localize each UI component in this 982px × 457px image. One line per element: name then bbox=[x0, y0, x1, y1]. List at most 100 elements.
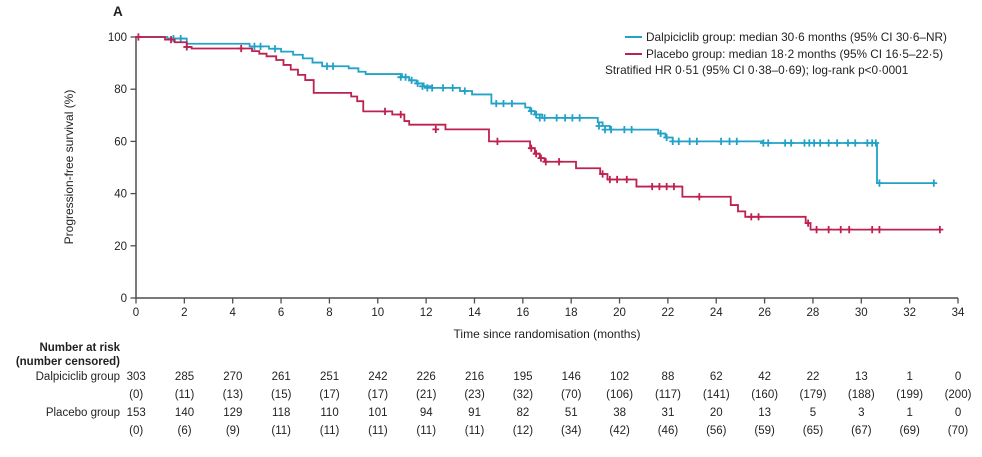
risk-censored: (200) bbox=[944, 389, 972, 401]
x-tick-label: 18 bbox=[565, 307, 578, 319]
legend-item-label: Placebo group: median 18·2 months (95% C… bbox=[646, 46, 944, 61]
risk-count: 102 bbox=[610, 371, 630, 383]
x-axis-title: Time since randomisation (months) bbox=[453, 327, 641, 341]
y-tick-label: 100 bbox=[108, 32, 127, 44]
risk-count: 153 bbox=[126, 407, 146, 419]
risk-count: 251 bbox=[319, 371, 340, 383]
risk-count: 0 bbox=[954, 371, 962, 383]
risk-censored: (160) bbox=[751, 389, 779, 401]
x-tick-label: 0 bbox=[133, 307, 139, 319]
risk-count: 38 bbox=[613, 407, 626, 419]
risk-censored: (67) bbox=[851, 425, 872, 437]
risk-count: 91 bbox=[468, 407, 481, 419]
risk-censored: (17) bbox=[367, 389, 389, 401]
risk-count: 226 bbox=[416, 371, 436, 383]
x-tick-label: 20 bbox=[613, 307, 626, 319]
risk-censored: (17) bbox=[319, 389, 340, 401]
x-tick-label: 12 bbox=[420, 307, 433, 319]
survival-curve-placebo-group bbox=[136, 36, 940, 231]
risk-count: 110 bbox=[320, 407, 339, 419]
risk-count: 140 bbox=[174, 407, 195, 419]
risk-censored: (32) bbox=[512, 389, 534, 401]
legend-item: Placebo group: median 18·2 months (95% C… bbox=[605, 45, 947, 62]
risk-count: 270 bbox=[223, 371, 243, 383]
risk-censored: (0) bbox=[129, 389, 144, 401]
risk-row-censored: (0) (11) (13) (15) (17) (17) (21) (23) (32) (70) (… bbox=[112, 389, 982, 401]
risk-count: 261 bbox=[271, 371, 291, 383]
risk-count: 242 bbox=[368, 371, 388, 383]
risk-censored: (11) bbox=[271, 425, 291, 437]
x-tick-label: 6 bbox=[278, 307, 284, 319]
risk-count: 0 bbox=[954, 407, 962, 419]
risk-count: 146 bbox=[561, 371, 581, 383]
legend: Dalpiciclib group: median 30·6 months (9… bbox=[605, 28, 947, 79]
risk-count: 88 bbox=[661, 371, 675, 383]
risk-count: 1 bbox=[906, 371, 913, 383]
y-tick-label: 40 bbox=[114, 189, 127, 201]
x-tick-label: 26 bbox=[758, 307, 771, 319]
risk-censored: (141) bbox=[702, 389, 730, 401]
risk-censored: (15) bbox=[270, 389, 292, 401]
x-tick-label: 24 bbox=[710, 307, 723, 319]
risk-censored: (65) bbox=[802, 425, 824, 437]
risk-censored: (0) bbox=[129, 425, 144, 437]
risk-count: 42 bbox=[758, 371, 772, 383]
x-tick-label: 32 bbox=[903, 307, 916, 319]
risk-censored: (56) bbox=[706, 425, 727, 437]
risk-censored: (9) bbox=[225, 425, 240, 437]
risk-row-censored: (0) (6) (9) (11) (11) (11) (11) (11) (12) (34) (42… bbox=[112, 425, 982, 437]
x-tick-label: 8 bbox=[326, 307, 332, 319]
risk-censored: (106) bbox=[606, 389, 634, 401]
x-tick-label: 14 bbox=[468, 307, 481, 319]
risk-censored: (13) bbox=[222, 389, 244, 401]
risk-censored: (34) bbox=[561, 425, 582, 437]
risk-row-label: Placebo group bbox=[45, 407, 120, 419]
risk-count: 62 bbox=[709, 371, 723, 383]
legend-item: Dalpiciclib group: median 30·6 months (9… bbox=[605, 28, 947, 45]
y-tick-label: 20 bbox=[114, 241, 127, 253]
risk-censored: (23) bbox=[464, 389, 485, 401]
censor-marks-dalpiciclib-group bbox=[170, 34, 938, 187]
risk-count: 13 bbox=[758, 407, 772, 419]
risk-censored: (6) bbox=[177, 425, 192, 437]
risk-censored: (70) bbox=[561, 389, 582, 401]
x-tick-label: 34 bbox=[952, 307, 965, 319]
risk-row-at_risk: 303 285 270 261 251 242 226 216 195 146 102 88 62 42 2… bbox=[112, 371, 982, 383]
risk-censored: (188) bbox=[847, 389, 875, 401]
stratified-hr-note: Stratified HR 0·51 (95% CI 0·38–0·69); l… bbox=[605, 63, 909, 77]
risk-count: 285 bbox=[174, 371, 195, 383]
risk-count: 51 bbox=[564, 407, 578, 419]
risk-censored: (117) bbox=[654, 389, 681, 401]
x-tick-label: 28 bbox=[807, 307, 820, 319]
risk-count: 216 bbox=[464, 371, 485, 383]
x-tick-label: 16 bbox=[516, 307, 529, 319]
risk-row-at_risk: 153 140 129 118 110 101 94 91 82 51 38 31 20 13 5 3 1 0 bbox=[112, 407, 982, 419]
y-tick-label: 60 bbox=[114, 136, 127, 148]
y-tick-label: 0 bbox=[121, 293, 127, 305]
risk-count: 31 bbox=[661, 407, 675, 419]
risk-censored: (11) bbox=[416, 425, 437, 437]
risk-censored: (21) bbox=[416, 389, 437, 401]
censor-marks-placebo-group bbox=[135, 33, 944, 234]
risk-censored: (11) bbox=[464, 425, 485, 437]
risk-count: 101 bbox=[368, 407, 388, 419]
risk-censored: (69) bbox=[899, 425, 920, 437]
risk-censored: (59) bbox=[754, 425, 775, 437]
risk-censored: (70) bbox=[947, 425, 969, 437]
panel-label: A bbox=[113, 4, 123, 19]
risk-censored: (42) bbox=[609, 425, 630, 437]
legend-item-label: Dalpiciclib group: median 30·6 months (9… bbox=[646, 29, 947, 44]
risk-censored: (11) bbox=[319, 425, 340, 437]
risk-count: 20 bbox=[709, 407, 723, 419]
x-tick-label: 2 bbox=[181, 307, 187, 319]
y-tick-label: 80 bbox=[114, 84, 127, 96]
risk-count: 94 bbox=[419, 407, 433, 419]
legend-line-swatch bbox=[625, 52, 642, 55]
risk-count: 22 bbox=[806, 371, 820, 383]
risk-count: 13 bbox=[854, 371, 868, 383]
risk-table-header: Number at risk bbox=[39, 342, 120, 354]
risk-censored: (179) bbox=[799, 389, 827, 401]
